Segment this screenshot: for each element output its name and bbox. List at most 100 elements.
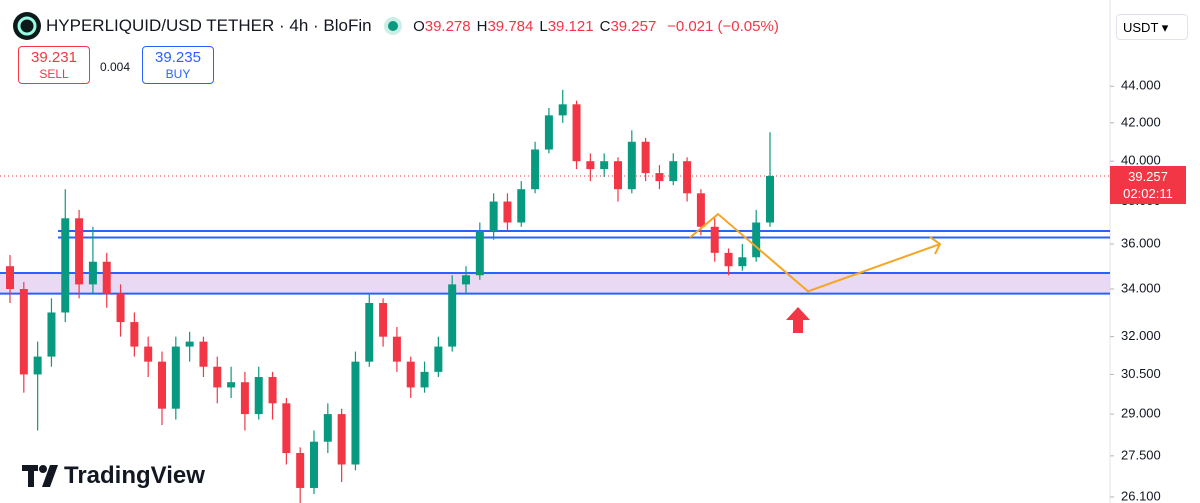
candle-body (641, 141, 650, 174)
ohlc-value: 39.278 (424, 18, 471, 35)
candle-body (337, 414, 346, 465)
sell-label: SELL (39, 67, 69, 81)
y-tick-label: 44.000 (1121, 78, 1161, 93)
candle-body (544, 115, 553, 150)
ohlc-value: 39.784 (487, 18, 534, 35)
y-tick-label: 42.000 (1121, 114, 1161, 129)
candle-body (47, 312, 56, 357)
candle-body (171, 346, 180, 409)
candle-body (102, 261, 111, 294)
currency-button[interactable]: USDT ▾ (1116, 14, 1188, 40)
candle-body (282, 403, 291, 454)
y-tick-label: 32.000 (1121, 328, 1161, 343)
candle-body (61, 218, 70, 313)
candle-body (199, 341, 208, 367)
ohlc-key: L (539, 18, 548, 35)
candle-body (683, 161, 692, 194)
y-tick-label: 26.100 (1121, 488, 1161, 503)
candle-body (669, 161, 678, 182)
symbol: HYPERLIQUID/USD TETHER · 4h · BloFin (46, 16, 372, 35)
candle-body (185, 341, 194, 347)
ohlc-value: 39.257 (610, 18, 657, 35)
candle-body (627, 141, 636, 190)
currency: USDT (1123, 20, 1159, 35)
candle-body (614, 161, 622, 190)
ohlc-key: H (476, 18, 488, 35)
y-tick-label: 34.000 (1121, 280, 1161, 295)
candle-body (448, 284, 457, 347)
candle-body (88, 261, 97, 285)
candle-body (696, 193, 705, 227)
candle-body (738, 257, 747, 267)
candle-body (240, 382, 249, 415)
candle-body (406, 361, 415, 388)
candle-body (392, 336, 401, 362)
candle-body (503, 201, 512, 223)
change: −0.021 (−0.05%) (667, 18, 779, 35)
candle-body (710, 226, 719, 253)
candle-body (489, 201, 498, 232)
price-tag: 39.257 02:02:11 (1110, 166, 1186, 204)
candle-body (268, 377, 277, 404)
candle-body (116, 293, 125, 323)
candle-body (213, 366, 222, 388)
candle-body (434, 346, 443, 372)
candle-body (724, 252, 733, 267)
candle-body (158, 361, 166, 409)
candle-body (365, 303, 374, 362)
symbol-logo (13, 12, 41, 40)
buy-button[interactable]: 39.235 BUY (142, 46, 214, 84)
y-tick-label: 27.500 (1121, 447, 1161, 462)
brand-name: TradingView (64, 462, 205, 489)
candle-body (600, 161, 609, 170)
candle-body (254, 377, 263, 415)
candle-body (19, 289, 28, 375)
y-tick-label: 36.000 (1121, 235, 1161, 250)
brand-logo (22, 465, 58, 487)
candle-body (462, 275, 470, 285)
zone (0, 272, 1110, 294)
candle-body (351, 361, 360, 465)
candle-body (572, 104, 581, 162)
buy-label: BUY (165, 67, 191, 81)
candle-body (517, 189, 526, 223)
candle-body (75, 218, 84, 285)
price-tag-price: 39.257 (1128, 169, 1168, 184)
candle-body (752, 222, 761, 258)
candle-body (531, 149, 540, 190)
candle-body (227, 382, 236, 388)
price-tag-countdown: 02:02:11 (1123, 186, 1173, 201)
candle-body (586, 161, 595, 170)
ohlc-value: 39.121 (547, 18, 594, 35)
sell-button[interactable]: 39.231 SELL (18, 46, 90, 84)
drawing-arrowhead (929, 236, 942, 255)
candle-body (420, 371, 429, 388)
candle-body (323, 414, 332, 442)
candle-body (6, 266, 14, 290)
ohlc-key: C (599, 18, 611, 35)
y-tick-label: 30.500 (1121, 366, 1161, 381)
y-tick-label: 40.000 (1121, 153, 1161, 168)
candle-body (296, 453, 305, 488)
drawing-path (689, 212, 941, 293)
ohlc: O39.278 H39.784 L39.121 C39.257 (413, 18, 662, 35)
candle-body (558, 104, 567, 116)
up-arrow (786, 307, 810, 333)
candle-body (144, 346, 153, 362)
candle-body (655, 173, 664, 182)
sell-price: 39.231 (31, 49, 77, 66)
y-tick-label: 29.000 (1121, 406, 1161, 421)
candle-body (475, 231, 484, 276)
buy-price: 39.235 (155, 49, 201, 66)
candle-body (130, 322, 139, 347)
header: HYPERLIQUID/USD TETHER · 4h · BloFin O39… (46, 16, 779, 36)
status-dot (388, 21, 399, 31)
candle-body (33, 356, 42, 375)
candle-body (379, 303, 388, 337)
candle-body (766, 175, 774, 223)
ohlc-key: O (413, 18, 425, 35)
spread: 0.004 (100, 60, 131, 74)
brand: TradingView (22, 462, 205, 490)
